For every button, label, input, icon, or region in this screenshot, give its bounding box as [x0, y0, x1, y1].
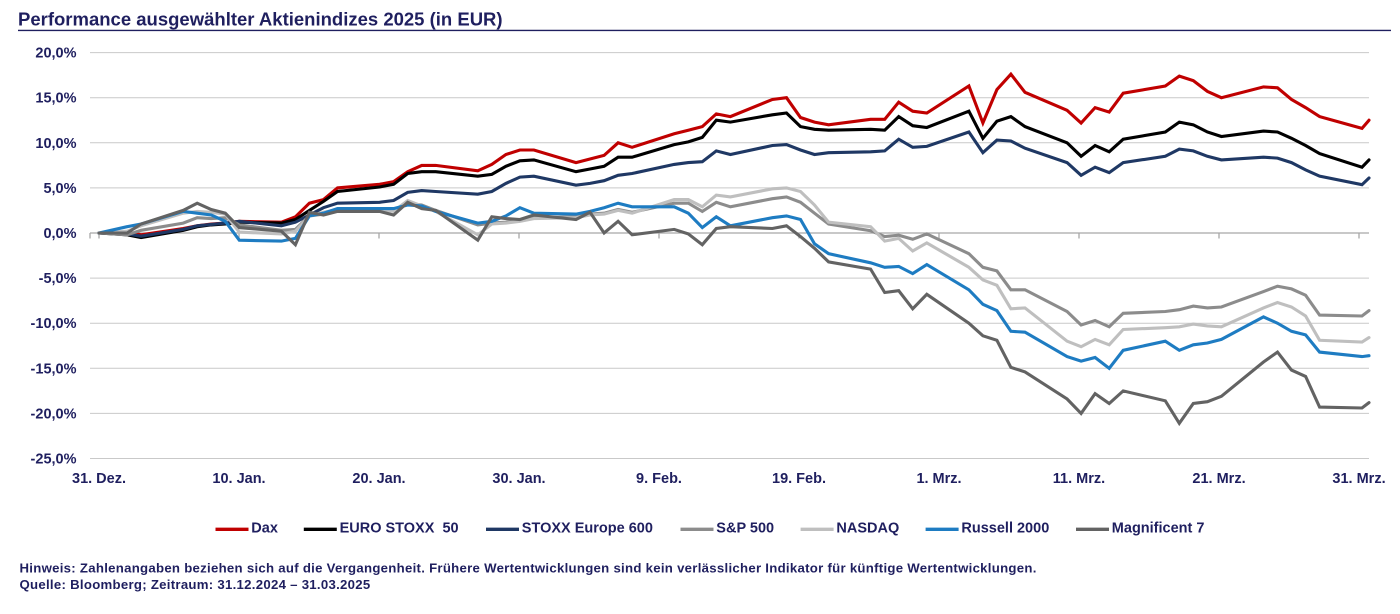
svg-text:-25,0%: -25,0% [31, 452, 77, 468]
svg-text:-20,0%: -20,0% [31, 406, 77, 422]
svg-text:10. Jan.: 10. Jan. [212, 471, 265, 487]
svg-text:9. Feb.: 9. Feb. [636, 471, 682, 487]
svg-text:STOXX Europe 600: STOXX Europe 600 [522, 521, 653, 537]
svg-text:S&P 500: S&P 500 [716, 521, 774, 537]
svg-text:-5,0%: -5,0% [39, 271, 77, 287]
svg-text:10,0%: 10,0% [35, 136, 76, 152]
svg-text:-10,0%: -10,0% [31, 316, 77, 332]
svg-text:19. Feb.: 19. Feb. [772, 471, 826, 487]
svg-text:31. Mrz.: 31. Mrz. [1332, 471, 1385, 487]
svg-text:Hinweis: Zahlenangaben beziehe: Hinweis: Zahlenangaben beziehen sich auf… [20, 560, 1037, 575]
svg-text:Russell 2000: Russell 2000 [961, 521, 1049, 537]
svg-text:EURO STOXX 50: EURO STOXX 50 [340, 521, 459, 537]
svg-text:31. Dez.: 31. Dez. [72, 471, 126, 487]
svg-text:Quelle: Bloomberg; Zeitraum: 3: Quelle: Bloomberg; Zeitraum: 31.12.2024 … [20, 577, 371, 592]
svg-text:5,0%: 5,0% [43, 181, 76, 197]
svg-text:21. Mrz.: 21. Mrz. [1192, 471, 1245, 487]
svg-text:Dax: Dax [251, 521, 278, 537]
svg-text:15,0%: 15,0% [35, 91, 76, 107]
svg-text:20. Jan.: 20. Jan. [352, 471, 405, 487]
svg-text:11. Mrz.: 11. Mrz. [1053, 471, 1105, 487]
svg-text:20,0%: 20,0% [35, 46, 76, 62]
svg-text:0,0%: 0,0% [43, 226, 76, 242]
svg-text:-15,0%: -15,0% [31, 361, 77, 377]
svg-text:NASDAQ: NASDAQ [836, 521, 899, 537]
svg-text:1. Mrz.: 1. Mrz. [916, 471, 961, 487]
svg-text:Magnificent 7: Magnificent 7 [1112, 521, 1205, 537]
svg-text:Performance ausgewählter Aktie: Performance ausgewählter Aktienindizes 2… [18, 9, 503, 30]
svg-text:30. Jan.: 30. Jan. [492, 471, 545, 487]
